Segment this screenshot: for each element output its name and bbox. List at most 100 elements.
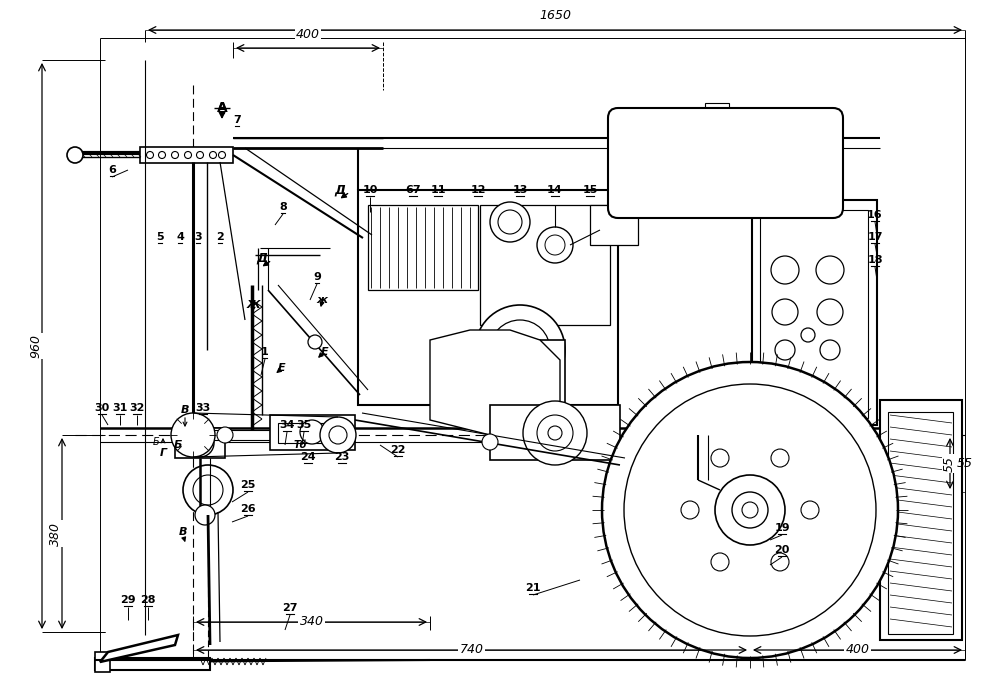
Text: 22: 22 — [390, 445, 406, 455]
Text: 19: 19 — [774, 523, 790, 533]
Bar — [480, 205, 610, 325]
Text: В: В — [181, 405, 189, 415]
Text: 29: 29 — [120, 595, 136, 605]
Text: E: E — [321, 347, 329, 357]
Bar — [358, 190, 618, 405]
Circle shape — [801, 501, 819, 519]
Text: 35: 35 — [296, 420, 312, 430]
Bar — [278, 423, 348, 443]
Bar — [480, 340, 565, 430]
Circle shape — [537, 415, 573, 451]
Text: 17: 17 — [867, 232, 883, 242]
Circle shape — [329, 426, 347, 444]
Circle shape — [732, 492, 768, 528]
Circle shape — [508, 338, 532, 362]
Circle shape — [219, 152, 226, 158]
Bar — [752, 200, 877, 425]
Bar — [590, 205, 638, 245]
Circle shape — [772, 299, 798, 325]
Circle shape — [195, 505, 215, 525]
Circle shape — [308, 335, 322, 349]
Circle shape — [482, 434, 498, 450]
Bar — [708, 108, 726, 120]
Text: 55: 55 — [943, 455, 956, 471]
Text: Г: Г — [159, 448, 167, 458]
Text: 380: 380 — [49, 521, 62, 546]
Circle shape — [816, 256, 844, 284]
Bar — [705, 103, 729, 111]
Text: 33: 33 — [195, 403, 211, 413]
Circle shape — [681, 501, 699, 519]
Circle shape — [771, 256, 799, 284]
Text: 12: 12 — [470, 185, 486, 195]
Bar — [368, 205, 478, 290]
Text: 400: 400 — [296, 28, 320, 41]
Text: Ж: Ж — [246, 300, 260, 310]
Polygon shape — [430, 330, 560, 440]
Text: 3: 3 — [194, 232, 202, 242]
Text: A: A — [217, 101, 227, 115]
Bar — [760, 210, 868, 418]
Text: 34: 34 — [279, 420, 295, 430]
Circle shape — [742, 502, 758, 518]
Text: Д: Д — [256, 252, 268, 265]
Circle shape — [210, 152, 217, 158]
Circle shape — [775, 340, 795, 360]
Text: 4: 4 — [176, 232, 184, 242]
Bar — [175, 430, 290, 440]
Text: 26: 26 — [240, 504, 256, 514]
Bar — [888, 412, 953, 634]
Text: 14: 14 — [547, 185, 563, 195]
Text: 13: 13 — [512, 185, 528, 195]
Circle shape — [545, 235, 565, 255]
Text: 20: 20 — [774, 545, 790, 555]
Text: 28: 28 — [140, 595, 156, 605]
Circle shape — [506, 367, 538, 399]
Circle shape — [67, 147, 83, 163]
Circle shape — [602, 362, 898, 658]
Circle shape — [820, 340, 840, 360]
Circle shape — [498, 210, 522, 234]
Circle shape — [624, 384, 876, 636]
Text: 740: 740 — [460, 643, 484, 656]
Circle shape — [300, 420, 324, 444]
Bar — [175, 428, 225, 458]
Text: Тб: Тб — [293, 440, 307, 450]
Text: 24: 24 — [300, 452, 316, 462]
Bar — [95, 658, 210, 670]
Circle shape — [548, 426, 562, 440]
Text: 16: 16 — [867, 210, 883, 220]
Text: 340: 340 — [300, 615, 324, 628]
Circle shape — [217, 427, 233, 443]
Circle shape — [193, 436, 207, 450]
Circle shape — [186, 429, 214, 457]
Text: 1650: 1650 — [539, 9, 571, 22]
Text: 55: 55 — [957, 457, 973, 470]
Text: В: В — [179, 527, 187, 537]
Text: 18: 18 — [867, 255, 883, 265]
Text: 5: 5 — [156, 232, 164, 242]
Circle shape — [490, 320, 550, 380]
Circle shape — [183, 465, 233, 515]
Bar — [490, 405, 620, 460]
Text: 11: 11 — [430, 185, 446, 195]
Circle shape — [494, 355, 550, 411]
Text: 15: 15 — [582, 185, 598, 195]
FancyBboxPatch shape — [608, 108, 843, 218]
Text: 25: 25 — [240, 480, 256, 490]
Text: 67: 67 — [405, 185, 421, 195]
Circle shape — [185, 152, 192, 158]
Bar — [880, 400, 962, 640]
Circle shape — [711, 449, 729, 467]
Text: 9: 9 — [313, 272, 321, 282]
Circle shape — [711, 553, 729, 571]
Text: Д: Д — [334, 183, 346, 197]
Text: 1: 1 — [261, 347, 269, 357]
Bar — [270, 415, 355, 450]
Text: 31: 31 — [112, 403, 128, 413]
Circle shape — [537, 227, 573, 263]
Text: Б: Б — [174, 440, 182, 450]
Text: 21: 21 — [525, 583, 541, 593]
Text: 8: 8 — [279, 202, 287, 212]
Text: 30: 30 — [94, 403, 110, 413]
